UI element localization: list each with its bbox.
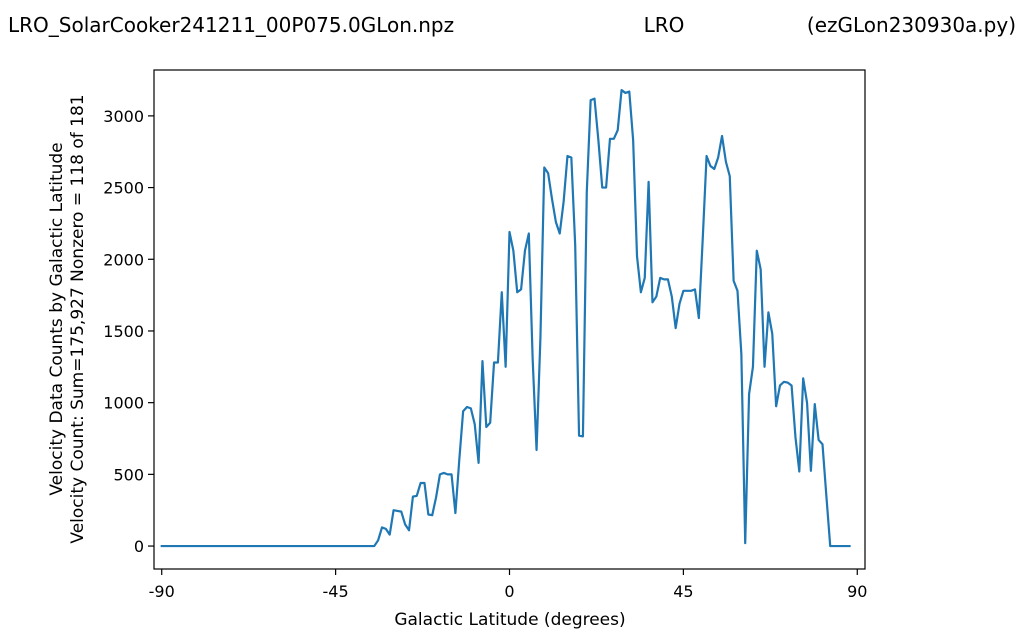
y-tick-label: 1500 [103,322,144,341]
y-tick-label: 0 [134,537,144,556]
x-tick-label: 45 [673,582,693,601]
plot-frame [153,69,866,570]
y-tick-label: 3000 [103,107,144,126]
x-axis-label: Galactic Latitude (degrees) [394,610,625,630]
y-axis-ticks: 0 500 1000 1500 2000 2500 3000 [103,107,154,556]
x-tick-label: 0 [504,582,514,601]
y-tick-label: 500 [113,465,144,484]
header-script: (ezGLon230930a.py) [807,13,1016,37]
x-tick-label: -45 [323,582,349,601]
header-telescope: LRO [644,13,685,37]
x-tick-label: -90 [149,582,175,601]
y-tick-label: 1000 [103,394,144,413]
y-tick-label: 2000 [103,250,144,269]
series-line [160,88,851,548]
x-axis-ticks: -90 -45 0 45 90 [149,569,867,601]
y-tick-label: 2500 [103,179,144,198]
y-axis-label-line1: Velocity Data Counts by Galactic Latitud… [47,142,67,495]
x-tick-label: 90 [847,582,867,601]
y-axis-label-line2: Velocity Count: Sum=175,927 Nonzero = 11… [68,94,88,543]
header-filename: LRO_SolarCooker241211_00P075.0GLon.npz [8,13,454,37]
